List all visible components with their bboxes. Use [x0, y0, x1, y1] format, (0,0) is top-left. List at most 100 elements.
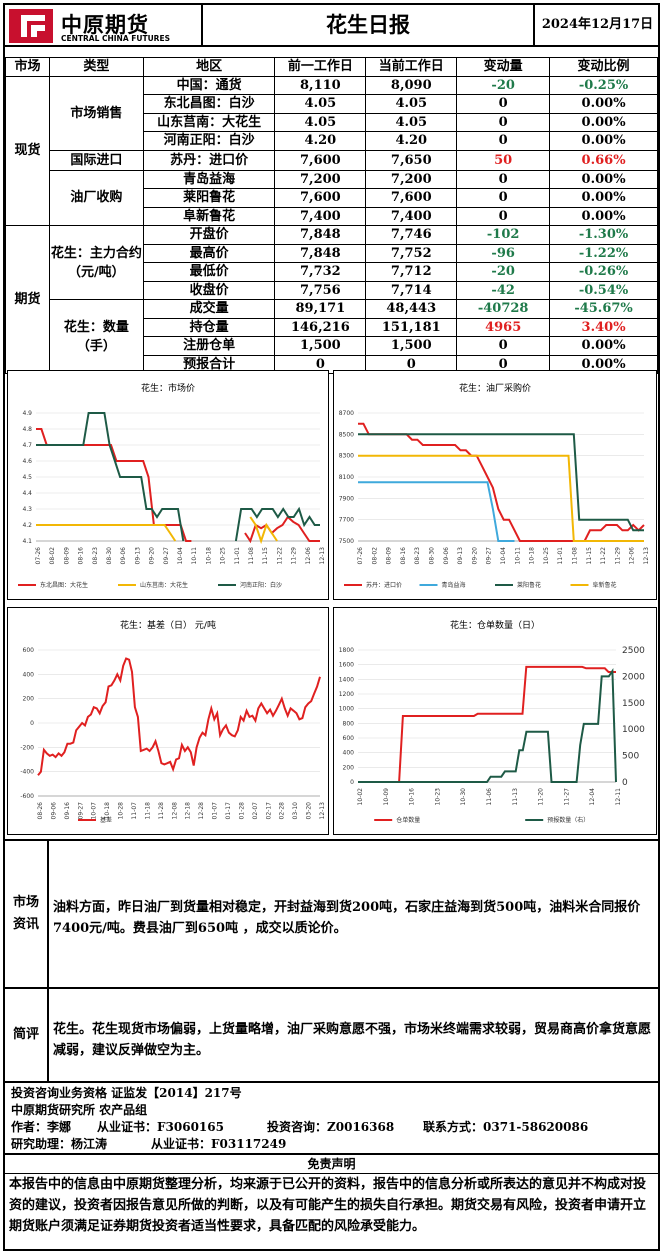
- region-cell: 山东莒南：大花生: [142, 112, 276, 132]
- change-cell: -20: [456, 75, 551, 95]
- region-cell: 最低价: [142, 262, 276, 282]
- footer-assistant: 研究助理：杨江涛: [11, 1137, 108, 1151]
- series-line: [358, 481, 515, 542]
- x-tick-label: 01-28: [238, 802, 245, 820]
- series-line: [358, 667, 617, 783]
- x-tick-label: 11-29: [291, 547, 298, 565]
- region-cell: 最高价: [142, 243, 276, 263]
- x-tick-label: 10-16: [409, 788, 416, 806]
- table-row: 最低价 7,732 7,712 -20 -0.26%: [6, 262, 658, 282]
- footer-contact: 联系方式：0371-58620086: [423, 1120, 589, 1134]
- change-pct-cell: -0.26%: [549, 262, 658, 282]
- table-row: 持仓量 146,216 151,181 4965 3.40%: [6, 317, 658, 337]
- x-tick-label: 11-22: [600, 547, 607, 565]
- report-title: 花生日报: [201, 5, 535, 45]
- curr-value-cell: 7,712: [365, 262, 458, 282]
- curr-value-cell: 4.20: [365, 131, 458, 151]
- change-cell: -42: [456, 280, 551, 300]
- footer-qualification: 投资咨询业务资格 证监发【2014】217号: [11, 1086, 242, 1100]
- x-tick-label: 11-01: [234, 547, 241, 565]
- y-tick-label: 8500: [339, 431, 354, 438]
- y-tick-label: 7700: [339, 517, 354, 524]
- disclaimer-title: 免责声明: [5, 1155, 658, 1174]
- chart-title: 花生：仓单数量（日）: [450, 619, 540, 631]
- comment-section: 简评 花生。花生现货市场偏弱，上货量略增，油厂采购意愿不强，市场米终端需求较弱，…: [5, 987, 658, 1081]
- y-tick-label: 1200: [339, 691, 354, 698]
- x-tick-label: 10-18: [529, 547, 536, 565]
- region-cell: 开盘价: [142, 225, 276, 245]
- x-tick-label: 08-16: [78, 547, 85, 565]
- x-tick-label: 08-26: [37, 802, 44, 820]
- x-tick-label: 09-20: [471, 547, 478, 565]
- x-tick-label: 10-23: [434, 788, 441, 806]
- x-tick-label: 08-09: [386, 547, 393, 565]
- series-line: [37, 657, 321, 776]
- header-change-pct: 变动比例: [549, 57, 658, 77]
- change-pct-cell: 0.00%: [549, 94, 658, 114]
- x-tick-label: 01-17: [225, 802, 232, 820]
- change-pct-cell: 0.00%: [549, 112, 658, 132]
- y-tick-label: 1400: [339, 676, 354, 683]
- change-pct-cell: -0.25%: [549, 75, 658, 95]
- prev-value-cell: 7,848: [274, 225, 367, 245]
- y-tick-label: 800: [343, 720, 355, 727]
- change-pct-cell: 0.00%: [549, 188, 658, 208]
- x-tick-label: 09-06: [50, 802, 57, 820]
- change-pct-cell: 0.00%: [549, 206, 658, 226]
- change-cell: 4965: [456, 317, 551, 337]
- x-tick-label: 09-06: [443, 547, 450, 565]
- logo-icon: [9, 9, 53, 43]
- change-cell: 0: [456, 336, 551, 356]
- chart-basis: 花生：基差（日） 元/吨 600 400 200 0 -200 -400 -600 08-26 0…: [7, 607, 329, 835]
- y-tick-label: 600: [343, 735, 355, 742]
- x-tick-label: 11-20: [538, 788, 545, 806]
- series-line: [36, 516, 278, 545]
- region-cell: 河南正阳：白沙: [142, 131, 276, 151]
- legend-label: 阜新鲁花: [593, 581, 617, 589]
- y-tick-label: 200: [343, 764, 355, 771]
- header-region: 地区: [142, 57, 276, 77]
- legend-label: 东北昌图：大花生: [40, 581, 88, 589]
- x-tick-label: 10-09: [383, 788, 390, 806]
- y2-tick-label: 1000: [622, 725, 645, 735]
- report-frame: 中原期货 CENTRAL CHINA FUTURES 花生日报 2024年12月…: [3, 3, 660, 1251]
- x-tick-label: 11-18: [144, 802, 151, 820]
- change-cell: -102: [456, 225, 551, 245]
- table-header-row: 市场 类型 地区 前一工作日 当前工作日 变动量 变动比例: [5, 57, 658, 77]
- x-tick-label: 09-16: [64, 802, 71, 820]
- market-info-label: 市场资讯: [5, 841, 49, 987]
- change-pct-cell: -1.30%: [549, 225, 658, 245]
- change-cell: 0: [456, 112, 551, 132]
- prev-value-cell: 7,200: [274, 169, 367, 189]
- region-cell: 苏丹：进口价: [142, 149, 276, 171]
- y-tick-label: 1000: [339, 706, 354, 713]
- header-market: 市场: [5, 57, 50, 77]
- legend-label: 基差: [100, 816, 112, 824]
- x-tick-label: 01-07: [212, 802, 219, 820]
- x-tick-label: 11-15: [262, 547, 269, 565]
- x-tick-label: 08-09: [63, 547, 70, 565]
- x-tick-label: 11-22: [276, 547, 283, 565]
- x-tick-label: 10-30: [460, 788, 467, 806]
- x-tick-label: 10-04: [177, 547, 184, 565]
- header-type: 类型: [48, 57, 144, 77]
- x-tick-label: 12-18: [185, 802, 192, 820]
- prev-value-cell: 7,600: [274, 188, 367, 208]
- region-cell: 收盘价: [142, 280, 276, 300]
- y-tick-label: -200: [20, 744, 34, 751]
- region-cell: 持仓量: [142, 317, 276, 337]
- y-tick-label: 4.6: [22, 458, 32, 465]
- y-tick-label: 400: [23, 671, 35, 678]
- x-tick-label: 12-04: [589, 788, 596, 806]
- prev-value-cell: 4.05: [274, 112, 367, 132]
- header-prev: 前一工作日: [274, 57, 367, 77]
- market-cell: 现货: [5, 75, 50, 226]
- change-cell: 0: [456, 94, 551, 114]
- x-tick-label: 09-13: [134, 547, 141, 565]
- prev-value-cell: 4.20: [274, 131, 367, 151]
- x-tick-label: 10-18: [205, 547, 212, 565]
- curr-value-cell: 48,443: [365, 299, 458, 319]
- x-tick-label: 11-29: [614, 547, 621, 565]
- y-tick-label: 7900: [339, 495, 354, 502]
